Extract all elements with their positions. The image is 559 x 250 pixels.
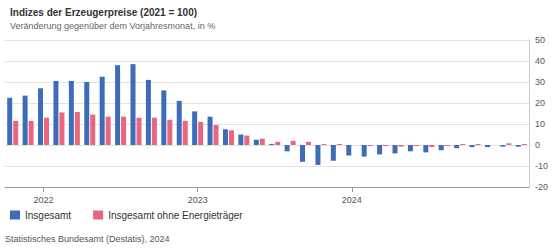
svg-text:30: 30 (535, 77, 545, 87)
svg-text:Statistisches Bundesamt (Desta: Statistisches Bundesamt (Destatis), 2024 (5, 234, 170, 244)
svg-text:2022: 2022 (34, 195, 54, 205)
svg-text:40: 40 (535, 56, 545, 66)
svg-text:20: 20 (535, 98, 545, 108)
svg-text:0: 0 (535, 140, 540, 150)
svg-text:Insgesamt: Insgesamt (25, 210, 71, 221)
svg-text:10: 10 (535, 119, 545, 129)
svg-text:Veränderung gegenüber dem Vorj: Veränderung gegenüber dem Vorjahresmonat… (10, 21, 215, 31)
svg-text:2024: 2024 (342, 195, 362, 205)
svg-text:-10: -10 (535, 161, 548, 171)
svg-text:Insgesamt ohne Energieträger: Insgesamt ohne Energieträger (108, 210, 243, 221)
svg-text:2023: 2023 (188, 195, 208, 205)
svg-text:Indizes der Erzeugerpreise (20: Indizes der Erzeugerpreise (2021 = 100) (10, 7, 197, 18)
svg-text:50: 50 (535, 35, 545, 45)
svg-text:-20: -20 (535, 182, 548, 192)
